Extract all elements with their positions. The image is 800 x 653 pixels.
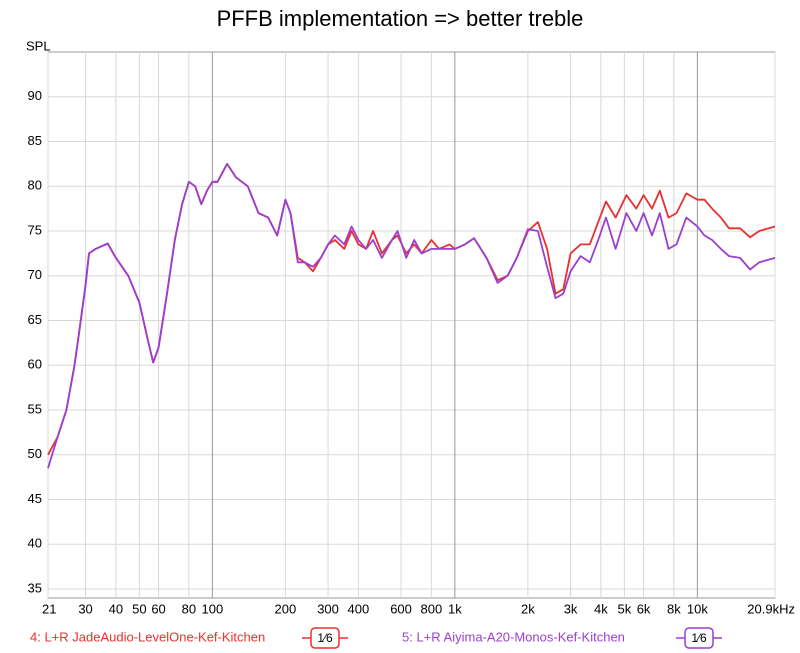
legend-smoothing: 1⁄6 bbox=[317, 631, 333, 645]
x-tick-label: 300 bbox=[317, 601, 339, 616]
x-tick-label: 3k bbox=[564, 601, 578, 616]
y-tick-label: 85 bbox=[28, 133, 42, 148]
x-tick-label: 21 bbox=[42, 601, 56, 616]
y-tick-label: 45 bbox=[28, 491, 42, 506]
x-tick-label: 200 bbox=[275, 601, 297, 616]
chart-title: PFFB implementation => better treble bbox=[217, 6, 584, 31]
y-tick-label: 55 bbox=[28, 401, 42, 416]
x-tick-label: 400 bbox=[348, 601, 370, 616]
x-tick-label: 4k bbox=[594, 601, 608, 616]
x-tick-label: 8k bbox=[667, 601, 681, 616]
y-tick-label: 65 bbox=[28, 312, 42, 327]
series-line bbox=[47, 162, 776, 469]
plot-frame bbox=[47, 51, 776, 599]
x-tick-label: 20.9kHz bbox=[747, 601, 795, 616]
legend-smoothing-box bbox=[310, 627, 340, 649]
x-tick-label: 80 bbox=[182, 601, 196, 616]
series-line bbox=[47, 162, 776, 456]
y-tick-label: 60 bbox=[28, 357, 42, 372]
x-tick-label: 600 bbox=[390, 601, 412, 616]
x-tick-label: 800 bbox=[421, 601, 443, 616]
x-tick-label: 5k bbox=[617, 601, 631, 616]
legend-label: 5: L+R Aiyima-A20-Monos-Kef-Kitchen bbox=[402, 629, 625, 644]
x-tick-label: 2k bbox=[521, 601, 535, 616]
x-tick-label: 1k bbox=[448, 601, 462, 616]
y-tick-label: 35 bbox=[28, 580, 42, 595]
x-tick-label: 60 bbox=[151, 601, 165, 616]
x-tick-label: 50 bbox=[132, 601, 146, 616]
y-tick-label: 80 bbox=[28, 178, 42, 193]
x-tick-label: 6k bbox=[637, 601, 651, 616]
legend-label: 4: L+R JadeAudio-LevelOne-Kef-Kitchen bbox=[30, 629, 265, 644]
x-tick-label: 40 bbox=[109, 601, 123, 616]
x-tick-label: 100 bbox=[202, 601, 224, 616]
y-axis-label: SPL bbox=[26, 38, 51, 53]
y-tick-label: 50 bbox=[28, 446, 42, 461]
x-tick-label: 30 bbox=[78, 601, 92, 616]
y-tick-label: 70 bbox=[28, 267, 42, 282]
y-tick-label: 90 bbox=[28, 88, 42, 103]
y-tick-label: 40 bbox=[28, 536, 42, 551]
legend-smoothing: 1⁄6 bbox=[691, 631, 707, 645]
x-tick-label: 10k bbox=[687, 601, 708, 616]
legend-smoothing-box bbox=[684, 627, 714, 649]
y-tick-label: 75 bbox=[28, 222, 42, 237]
